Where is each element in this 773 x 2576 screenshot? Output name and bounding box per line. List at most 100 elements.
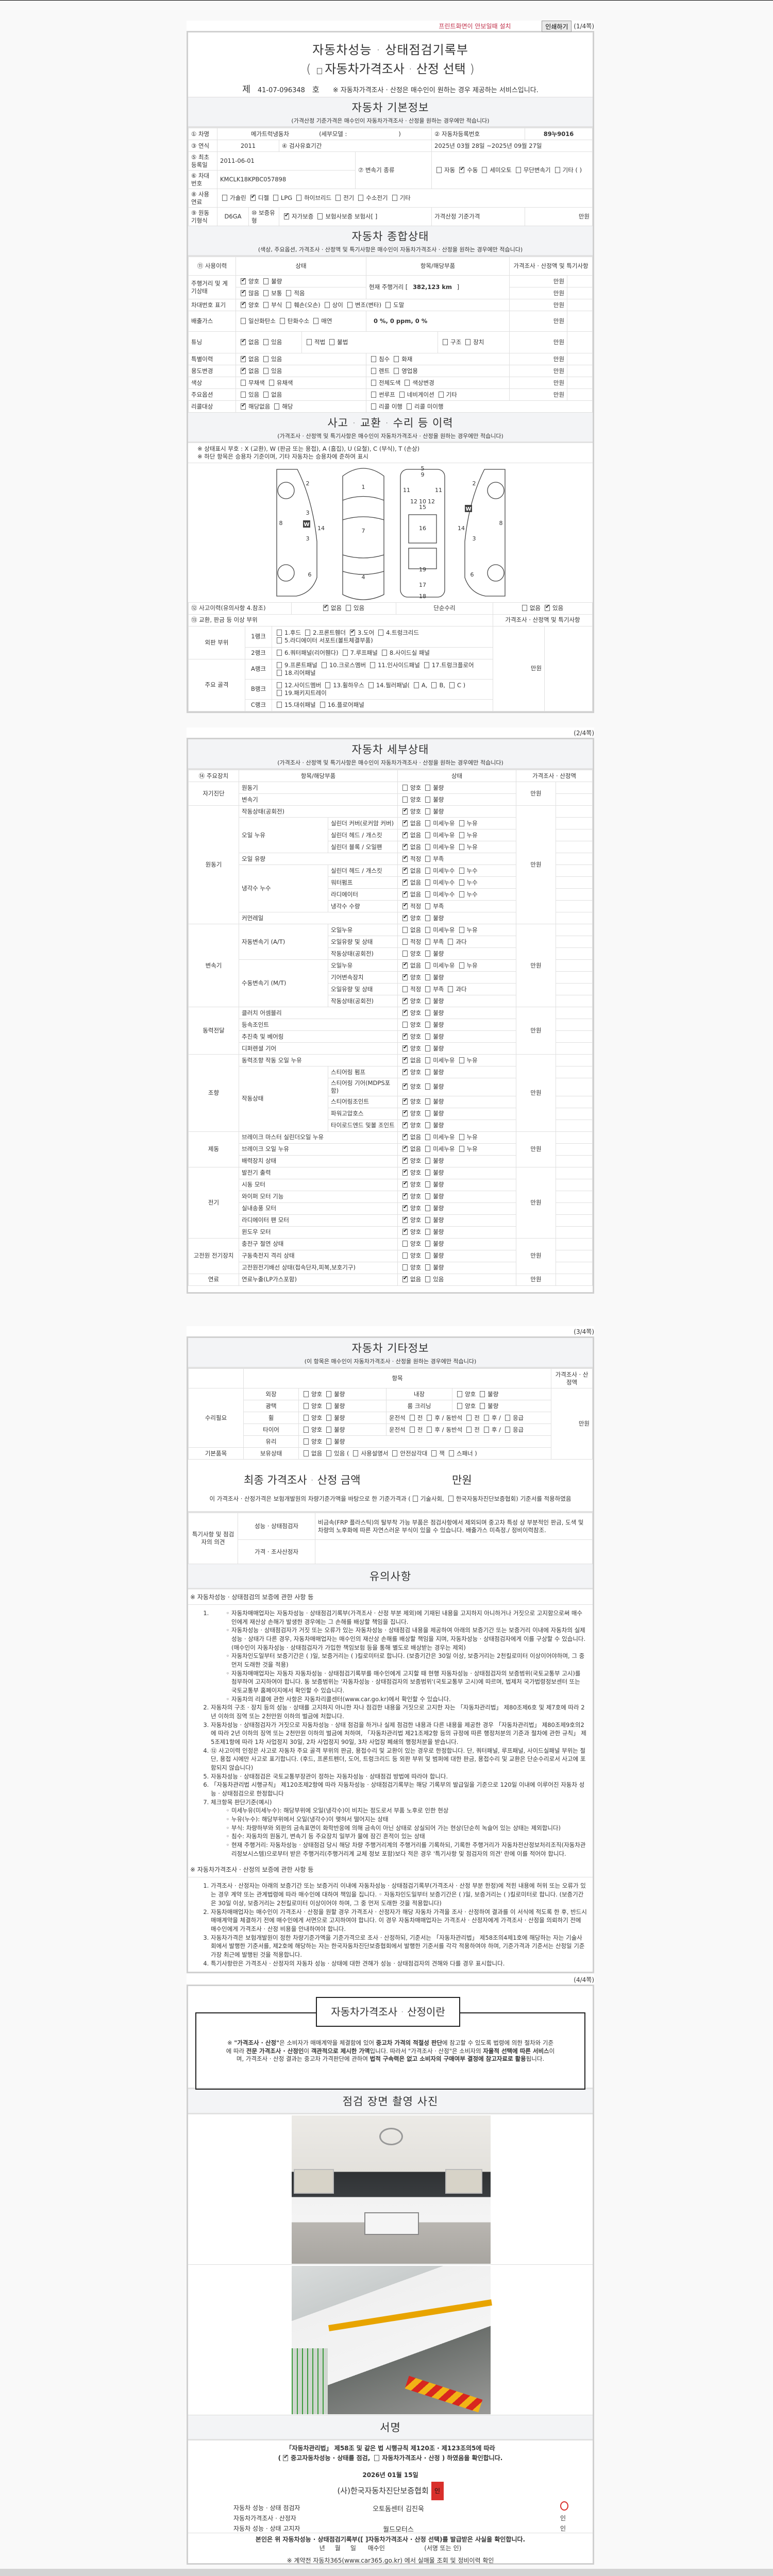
checkbox[interactable] [466,1414,472,1421]
checkbox[interactable] [241,318,246,325]
checkbox-option[interactable]: 기타 ( ) [553,166,582,174]
checkbox-option[interactable]: 변조(변타) [345,301,381,309]
checkbox-option[interactable]: C ) [447,682,465,689]
checkbox-option[interactable]: 없음 [520,604,541,612]
checkbox-option[interactable]: 양호 [400,973,421,981]
checkbox[interactable] [425,796,431,803]
checkbox[interactable] [326,1402,332,1409]
checkbox[interactable] [425,1229,431,1235]
checkbox[interactable] [466,1426,472,1433]
checkbox-option[interactable]: 불량 [423,1033,444,1041]
checkbox-option[interactable]: 양호 [301,1414,322,1422]
checkbox-option[interactable]: 양호 [400,1121,421,1129]
checkbox[interactable] [286,290,292,296]
checkbox-option[interactable]: 불량 [423,1122,444,1129]
checkbox-option[interactable]: 양호 [400,1032,421,1041]
checkbox[interactable] [448,938,453,945]
checkbox-option[interactable]: 양호 [400,1180,421,1189]
checkbox[interactable] [326,1426,332,1433]
checkbox-option[interactable]: 있음 ( [324,1450,349,1458]
checkbox-option[interactable]: 부족 [423,903,444,910]
checkbox-option[interactable]: 전 [464,1414,480,1422]
checkbox[interactable] [335,195,341,201]
checkbox-option[interactable]: 매연 [311,317,332,325]
checkbox[interactable] [402,1056,408,1063]
checkbox[interactable] [438,391,444,398]
checkbox[interactable] [402,1156,408,1164]
checkbox-option[interactable]: 미세누수 [423,879,455,887]
checkbox[interactable] [402,1168,408,1176]
checkbox-option[interactable]: 불량 [423,1205,444,1212]
checkbox[interactable] [424,662,429,668]
checkbox-option[interactable]: 양호 [400,1168,421,1177]
checkbox[interactable] [425,1069,431,1075]
checkbox-option[interactable]: 세미오토 [480,166,512,174]
checkbox[interactable] [459,867,464,874]
checkbox[interactable] [425,1264,431,1271]
checkbox-option[interactable]: 없음 [400,1144,421,1153]
checkbox[interactable] [402,913,408,921]
checkbox[interactable] [457,1391,462,1397]
checkbox[interactable] [350,628,355,636]
checkbox[interactable] [241,337,246,346]
checkbox[interactable] [425,808,431,815]
checkbox-option[interactable]: 자가보증 [282,212,313,221]
checkbox[interactable] [402,878,408,886]
checkbox[interactable] [402,996,408,1004]
checkbox-option[interactable]: 10.크로스멤버 [320,662,366,669]
checkbox[interactable] [407,403,412,410]
checkbox[interactable] [371,355,377,362]
checkbox-option[interactable]: 미세누유 [423,962,455,970]
checkbox-option[interactable]: 잭 [429,1450,445,1458]
checkbox-option[interactable]: 중고자동차성능 · 상태를 점검, [281,2453,370,2462]
checkbox-option[interactable]: 동반석 [446,1426,462,1434]
checkbox-option[interactable]: 불량 [478,1402,498,1410]
checkbox-option[interactable]: 2.프론트휀더 [303,629,346,637]
checkbox[interactable] [459,1057,464,1063]
checkbox-option[interactable]: 양호 [400,1252,421,1260]
checkbox[interactable] [459,1134,464,1141]
checkbox-option[interactable]: 양호 [400,913,421,922]
checkbox-option[interactable]: 전 [408,1426,423,1434]
checkbox[interactable] [425,1110,431,1117]
checkbox[interactable] [425,1146,431,1153]
checkbox[interactable] [277,637,282,643]
checkbox[interactable] [482,167,488,174]
checkbox[interactable] [342,650,348,656]
checkbox[interactable] [263,301,269,308]
checkbox[interactable] [241,277,246,284]
checkbox-option[interactable]: 적법 [305,338,325,346]
checkbox[interactable] [296,195,302,201]
checkbox[interactable] [425,1158,431,1164]
checkbox[interactable] [425,855,431,862]
checkbox-option[interactable]: 부족 [423,938,444,946]
checkbox[interactable] [313,318,319,325]
checkbox-option[interactable]: 운전석 [389,1414,406,1422]
checkbox-option[interactable]: 불량 [478,1391,498,1398]
checkbox[interactable] [443,339,448,346]
checkbox[interactable] [459,962,464,969]
checkbox[interactable] [402,950,408,957]
checkbox[interactable] [347,301,352,308]
checkbox-option[interactable]: 양호 [400,950,421,958]
checkbox-option[interactable]: 16.플로어패널 [318,701,364,709]
checkbox-option[interactable]: 있음 [261,338,282,346]
checkbox[interactable] [326,1438,332,1445]
checkbox[interactable] [402,807,408,815]
checkbox-option[interactable]: 양호 [400,1192,421,1200]
checkbox-option[interactable]: 없음 [261,391,282,399]
checkbox-option[interactable]: 불량 [423,1181,444,1189]
checkbox-option[interactable]: 없음 [400,819,421,827]
checkbox-option[interactable]: 있음 [261,367,282,375]
checkbox[interactable] [402,1192,408,1200]
checkbox-option[interactable]: 상이 [323,301,343,309]
checkbox-option[interactable]: 누유 [457,820,478,827]
checkbox-option[interactable]: 있음 [543,603,563,612]
checkbox-option[interactable]: 불량 [423,1069,444,1076]
checkbox[interactable] [284,212,289,220]
checkbox[interactable] [346,605,351,612]
checkbox-option[interactable]: 불량 [423,1252,444,1260]
checkbox-option[interactable]: 불량 [261,278,282,285]
checkbox-option[interactable]: 양호 [400,807,421,816]
checkbox[interactable] [304,1414,309,1421]
